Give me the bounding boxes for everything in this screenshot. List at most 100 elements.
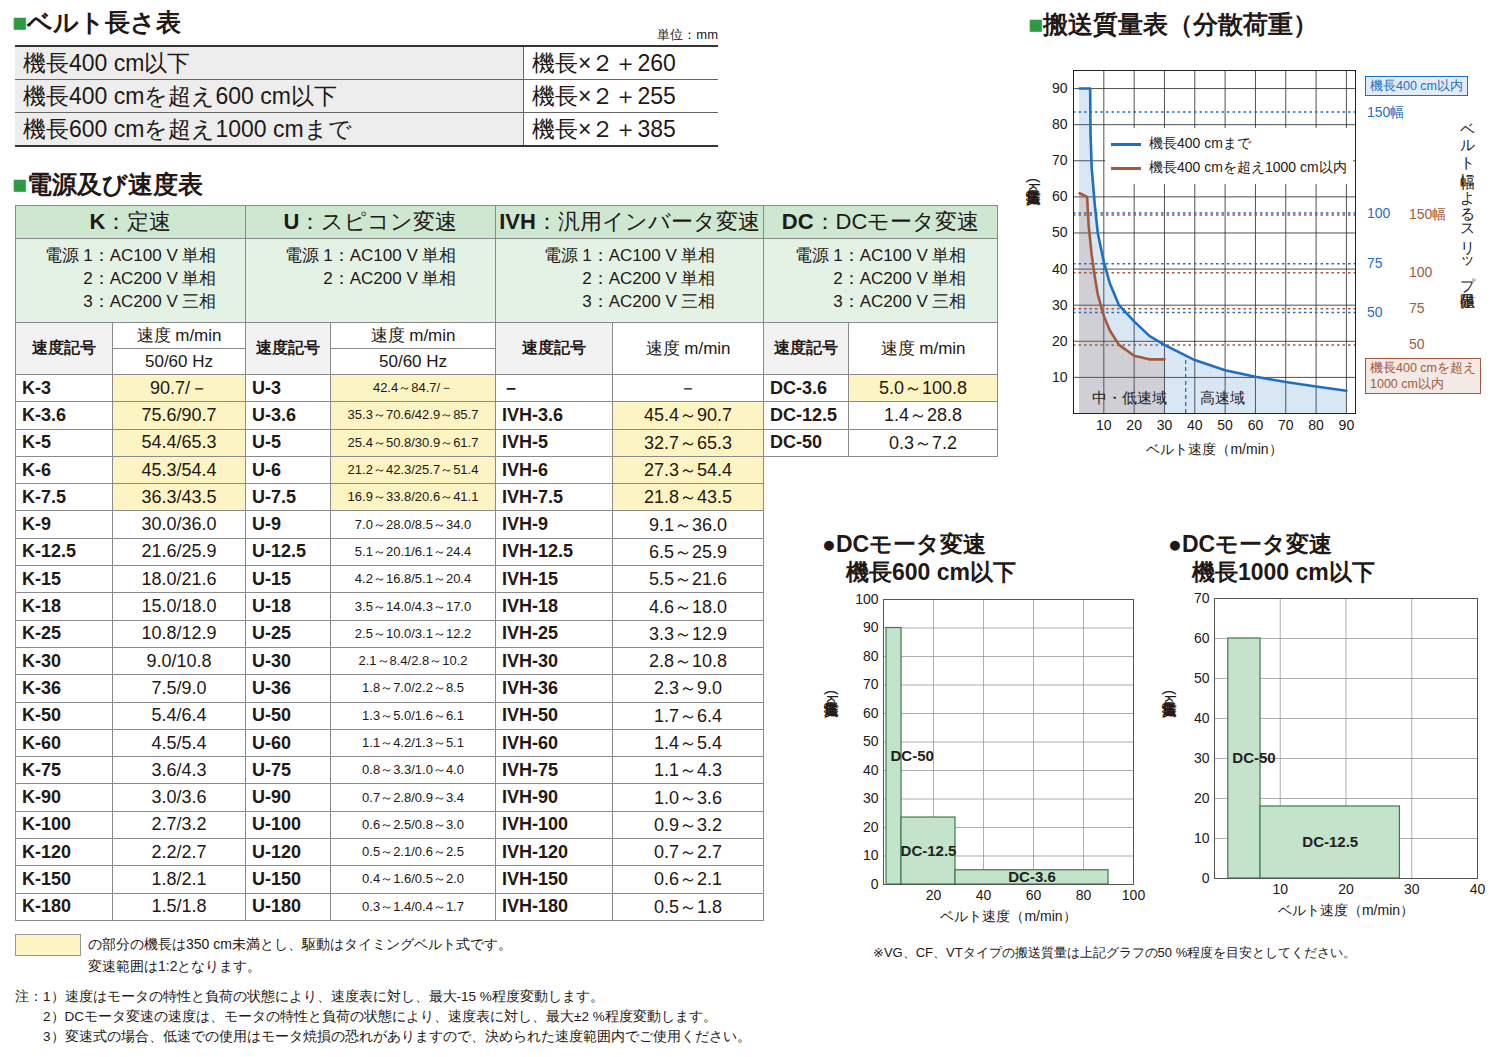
- html-text:K-7.5: K-7.5: [22, 486, 66, 507]
- html-text:DC：DCモータ変速: DC：DCモータ変速: [781, 209, 980, 234]
- svg-text:DC-50: DC-50: [1232, 749, 1275, 766]
- html-text:●DCモータ変速: ●DCモータ変速: [822, 531, 987, 557]
- html-text:U-5: U-5: [252, 432, 281, 453]
- svg-text:90: 90: [1339, 417, 1355, 433]
- svg-text:20: 20: [1126, 417, 1142, 433]
- svg-text:20: 20: [926, 887, 942, 903]
- html-text:●DCモータ変速: ●DCモータ変速: [1168, 531, 1333, 557]
- svg-text:20: 20: [863, 819, 879, 835]
- html-text:54.4/65.3: 54.4/65.3: [141, 432, 217, 453]
- html-text:45.4～90.7: 45.4～90.7: [644, 405, 733, 426]
- svg-text:20: 20: [1338, 881, 1354, 897]
- html-text:U-3.6: U-3.6: [252, 404, 296, 425]
- svg-text:DC-12.5: DC-12.5: [1302, 833, 1358, 850]
- svg-text:ベルト速度（m/min）: ベルト速度（m/min）: [1146, 441, 1282, 457]
- svg-text:10: 10: [863, 847, 879, 863]
- html-text:U-7.5: U-7.5: [252, 486, 296, 507]
- html-text:0.3～7.2: 0.3～7.2: [889, 432, 957, 453]
- svg-text:80: 80: [1076, 887, 1092, 903]
- html-text:機長×２＋385: 機長×２＋385: [532, 115, 676, 142]
- html-text:90.7/－: 90.7/－: [150, 378, 208, 399]
- svg-text:80: 80: [1052, 116, 1068, 132]
- html-text:K-3: K-3: [22, 377, 51, 398]
- svg-text:DC-12.5: DC-12.5: [901, 842, 957, 859]
- svg-text:ベルト速度（m/min）: ベルト速度（m/min）: [1278, 902, 1414, 918]
- html-text:DC-12.5: DC-12.5: [770, 404, 838, 425]
- html-text:36.3/43.5: 36.3/43.5: [141, 486, 217, 507]
- html-text:U：スピコン変速: U：スピコン変速: [283, 209, 458, 234]
- svg-text:高速域: 高速域: [1200, 389, 1245, 406]
- html-text:DC-3.6: DC-3.6: [770, 377, 827, 398]
- svg-text:80: 80: [1308, 417, 1324, 433]
- html-text:K-6: K-6: [22, 459, 51, 480]
- svg-text:60: 60: [1194, 630, 1210, 646]
- html-text:IVH-6: IVH-6: [502, 459, 548, 480]
- svg-text:70: 70: [1194, 590, 1210, 606]
- html-text:機長600 cmを超え1000 cmまで: 機長600 cmを超え1000 cmまで: [23, 115, 352, 142]
- svg-text:中・低速域: 中・低速域: [1092, 389, 1167, 406]
- svg-text:70: 70: [863, 676, 879, 692]
- svg-text:50: 50: [1217, 417, 1233, 433]
- html-text:K：定速: K：定速: [89, 209, 172, 234]
- svg-text:40: 40: [1194, 710, 1210, 726]
- svg-text:40: 40: [976, 887, 992, 903]
- html-text:45.3/54.4: 45.3/54.4: [141, 459, 217, 480]
- html-text:機長×２＋260: 機長×２＋260: [532, 49, 676, 76]
- html-text:機長400 cm以下: 機長400 cm以下: [23, 49, 191, 76]
- svg-text:DC-50: DC-50: [891, 747, 934, 764]
- html-text:K-3.6: K-3.6: [22, 404, 66, 425]
- svg-text:30: 30: [1052, 297, 1068, 313]
- html-text:機長600 cm以下: 機長600 cm以下: [846, 559, 1016, 585]
- html-text:32.7～65.3: 32.7～65.3: [644, 432, 733, 453]
- svg-text:30: 30: [1194, 750, 1210, 766]
- svg-text:10: 10: [1096, 417, 1112, 433]
- html-text:■搬送質量表（分散荷重）: ■搬送質量表（分散荷重）: [1028, 10, 1319, 38]
- svg-text:0: 0: [871, 876, 879, 892]
- svg-text:20: 20: [1194, 790, 1210, 806]
- svg-text:50: 50: [863, 733, 879, 749]
- svg-text:100: 100: [1122, 887, 1146, 903]
- svg-text:90: 90: [1052, 80, 1068, 96]
- html-text:1.4～28.8: 1.4～28.8: [884, 405, 963, 426]
- svg-text:70: 70: [1278, 417, 1294, 433]
- svg-text:50: 50: [1194, 670, 1210, 686]
- svg-text:ベルト速度（m/min）: ベルト速度（m/min）: [940, 908, 1076, 924]
- html-text:機長1000 cm以下: 機長1000 cm以下: [1192, 559, 1375, 585]
- html-text:U-3: U-3: [252, 377, 281, 398]
- html-text:5.0～100.8: 5.0～100.8: [879, 378, 968, 399]
- html-text:■電源及び速度表: ■電源及び速度表: [12, 170, 204, 198]
- html-text:DC-50: DC-50: [770, 432, 822, 453]
- html-text:機長×２＋255: 機長×２＋255: [532, 82, 676, 109]
- svg-text:30: 30: [1404, 881, 1420, 897]
- svg-text:10: 10: [1052, 369, 1068, 385]
- svg-text:60: 60: [1026, 887, 1042, 903]
- svg-text:60: 60: [1248, 417, 1264, 433]
- html-text:IVH：汎用インバータ変速: IVH：汎用インバータ変速: [499, 209, 760, 234]
- svg-text:100: 100: [855, 591, 879, 607]
- html-text:U-6: U-6: [252, 459, 281, 480]
- svg-text:30: 30: [1157, 417, 1173, 433]
- svg-text:50: 50: [1052, 224, 1068, 240]
- svg-text:10: 10: [1194, 830, 1210, 846]
- svg-text:0: 0: [1202, 870, 1210, 886]
- html-text:IVH-5: IVH-5: [502, 432, 548, 453]
- html-text:K-5: K-5: [22, 432, 51, 453]
- svg-text:40: 40: [863, 762, 879, 778]
- svg-text:40: 40: [1052, 261, 1068, 277]
- html-text:機長400 cmを超え 1000 cm以内: 機長400 cmを超え 1000 cm以内: [1370, 361, 1476, 392]
- svg-text:40: 40: [1470, 881, 1486, 897]
- svg-text:10: 10: [1272, 881, 1288, 897]
- html-text:75.6/90.7: 75.6/90.7: [141, 404, 217, 425]
- html-text:■ベルト長さ表: ■ベルト長さ表: [12, 8, 182, 36]
- svg-text:90: 90: [863, 619, 879, 635]
- svg-text:60: 60: [863, 705, 879, 721]
- svg-text:DC-3.6: DC-3.6: [1008, 868, 1056, 885]
- svg-text:40: 40: [1187, 417, 1203, 433]
- svg-text:70: 70: [1052, 152, 1068, 168]
- svg-text:30: 30: [863, 790, 879, 806]
- html-text:機長400 cmを超え600 cm以下: 機長400 cmを超え600 cm以下: [23, 82, 337, 109]
- svg-text:60: 60: [1052, 188, 1068, 204]
- html-text:IVH-3.6: IVH-3.6: [502, 404, 564, 425]
- svg-text:80: 80: [863, 648, 879, 664]
- svg-text:20: 20: [1052, 333, 1068, 349]
